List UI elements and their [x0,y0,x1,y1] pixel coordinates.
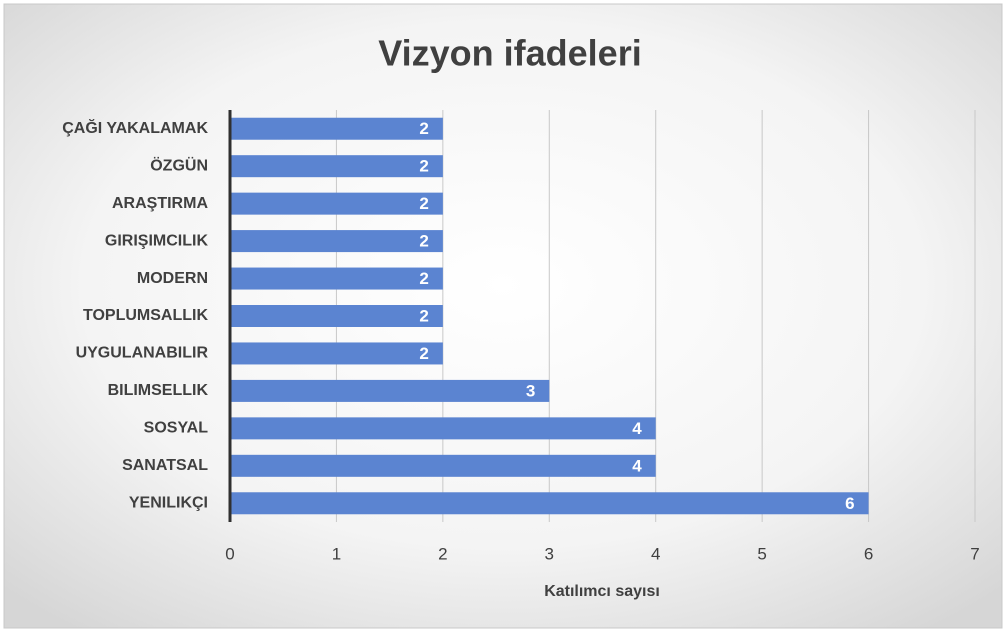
x-axis-label: Katılımcı sayısı [544,583,660,600]
data-label: 4 [632,456,642,475]
y-tick-label: ÇAĞI YAKALAMAK [62,118,208,137]
chart-background [3,3,1003,629]
y-tick-label: ARAŞTIRMA [112,195,208,212]
x-tick-label: 7 [970,544,979,563]
bar [230,454,656,477]
y-tick-label: MODERN [137,270,208,287]
y-tick-label: UYGULANABILIR [76,345,209,362]
bar [230,192,443,215]
bar [230,230,443,253]
y-tick-label: TOPLUMSALLIK [83,307,208,324]
bar [230,155,443,178]
data-label: 3 [526,381,535,400]
data-label: 2 [419,269,428,288]
x-tick-label: 6 [864,544,873,563]
data-label: 6 [845,494,854,513]
bar [230,117,443,140]
data-label: 2 [419,194,428,213]
bar [230,342,443,365]
x-tick-label: 4 [651,544,660,563]
y-tick-label: BILIMSELLIK [108,382,209,399]
data-label: 2 [419,232,428,251]
bar [230,492,869,515]
y-tick-label: SOSYAL [144,420,209,437]
bar [230,417,656,440]
x-tick-label: 1 [332,544,341,563]
chart-title: Vizyon ifadeleri [378,33,641,74]
x-tick-label: 5 [757,544,766,563]
data-label: 2 [419,344,428,363]
data-label: 4 [632,419,642,438]
y-tick-label: GIRIŞIMCILIK [105,232,209,249]
data-label: 2 [419,157,428,176]
x-tick-label: 2 [438,544,447,563]
data-label: 2 [419,119,428,138]
bar [230,267,443,290]
data-label: 2 [419,306,428,325]
y-tick-label: YENILIKÇI [129,494,208,511]
y-tick-label: SANATSAL [122,457,208,474]
bar [230,379,550,402]
bar [230,305,443,327]
x-tick-label: 3 [545,544,554,563]
x-tick-label: 0 [225,544,234,563]
y-tick-label: ÖZGÜN [150,155,208,174]
